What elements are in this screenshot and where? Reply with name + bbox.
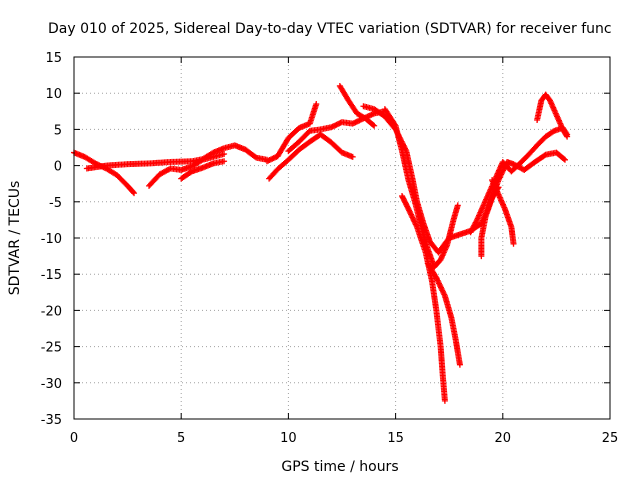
x-tick-label: 20 xyxy=(495,431,512,446)
data-point xyxy=(454,202,461,209)
data-point xyxy=(391,121,398,128)
data-point xyxy=(550,128,557,135)
series-track-o xyxy=(489,177,517,247)
y-tick-label: -25 xyxy=(41,341,62,356)
y-axis-title: SDTVAR / TECUs xyxy=(7,181,23,296)
series-track-g xyxy=(285,108,388,155)
series-track-c xyxy=(146,151,228,189)
data-point xyxy=(370,121,377,128)
data-point xyxy=(456,361,463,368)
y-tick-label: -10 xyxy=(41,232,62,247)
data-point xyxy=(510,240,517,247)
axis-ticks xyxy=(73,56,611,420)
data-point xyxy=(130,189,137,196)
y-tick-label: -5 xyxy=(49,196,62,211)
data-point xyxy=(371,122,378,129)
data-point xyxy=(313,101,320,108)
series-track-d xyxy=(178,158,228,182)
y-tick-labels: 15 10 5 0 -5 -10 -15 -20 -25 -30 -35 xyxy=(41,51,62,428)
series-track-p xyxy=(534,91,571,140)
series-track-n xyxy=(478,184,502,260)
series-track-h xyxy=(336,82,378,129)
data-point xyxy=(560,155,567,162)
x-tick-label: 0 xyxy=(70,431,78,446)
chart-title: Day 010 of 2025, Sidereal Day-to-day VTE… xyxy=(48,21,612,37)
data-point xyxy=(221,151,228,158)
data-point xyxy=(564,133,571,140)
x-tick-label: 10 xyxy=(280,431,297,446)
y-tick-label: 10 xyxy=(45,87,62,102)
x-axis-title: GPS time / hours xyxy=(281,459,398,475)
y-tick-label: 15 xyxy=(45,51,62,66)
data-point xyxy=(561,156,568,163)
series-track-a xyxy=(71,149,138,197)
data-point xyxy=(221,158,228,165)
series-track-f xyxy=(266,131,356,182)
series-track-j xyxy=(381,106,461,270)
data-point xyxy=(131,190,138,197)
series-track-m xyxy=(467,124,571,236)
x-tick-label: 15 xyxy=(387,431,404,446)
data-marks xyxy=(71,82,571,404)
x-tick-labels: 0 5 10 15 20 25 xyxy=(70,431,618,446)
series-track-k xyxy=(399,193,448,404)
data-point xyxy=(252,153,259,160)
y-tick-label: -15 xyxy=(41,268,62,283)
y-tick-label: 5 xyxy=(54,123,62,138)
data-point xyxy=(563,132,570,139)
y-tick-label: 0 xyxy=(54,160,62,175)
data-point xyxy=(349,153,356,160)
y-tick-label: -30 xyxy=(41,377,62,392)
data-point xyxy=(541,152,548,159)
grid-lines xyxy=(74,57,610,419)
series-track-l xyxy=(424,260,463,368)
data-point xyxy=(441,397,448,404)
y-tick-label: -35 xyxy=(41,413,62,428)
x-tick-label: 25 xyxy=(602,431,619,446)
data-point xyxy=(198,157,205,164)
series-track-e xyxy=(263,101,320,165)
x-tick-label: 5 xyxy=(177,431,185,446)
y-tick-label: -20 xyxy=(41,304,62,319)
series-track-i xyxy=(360,103,568,256)
